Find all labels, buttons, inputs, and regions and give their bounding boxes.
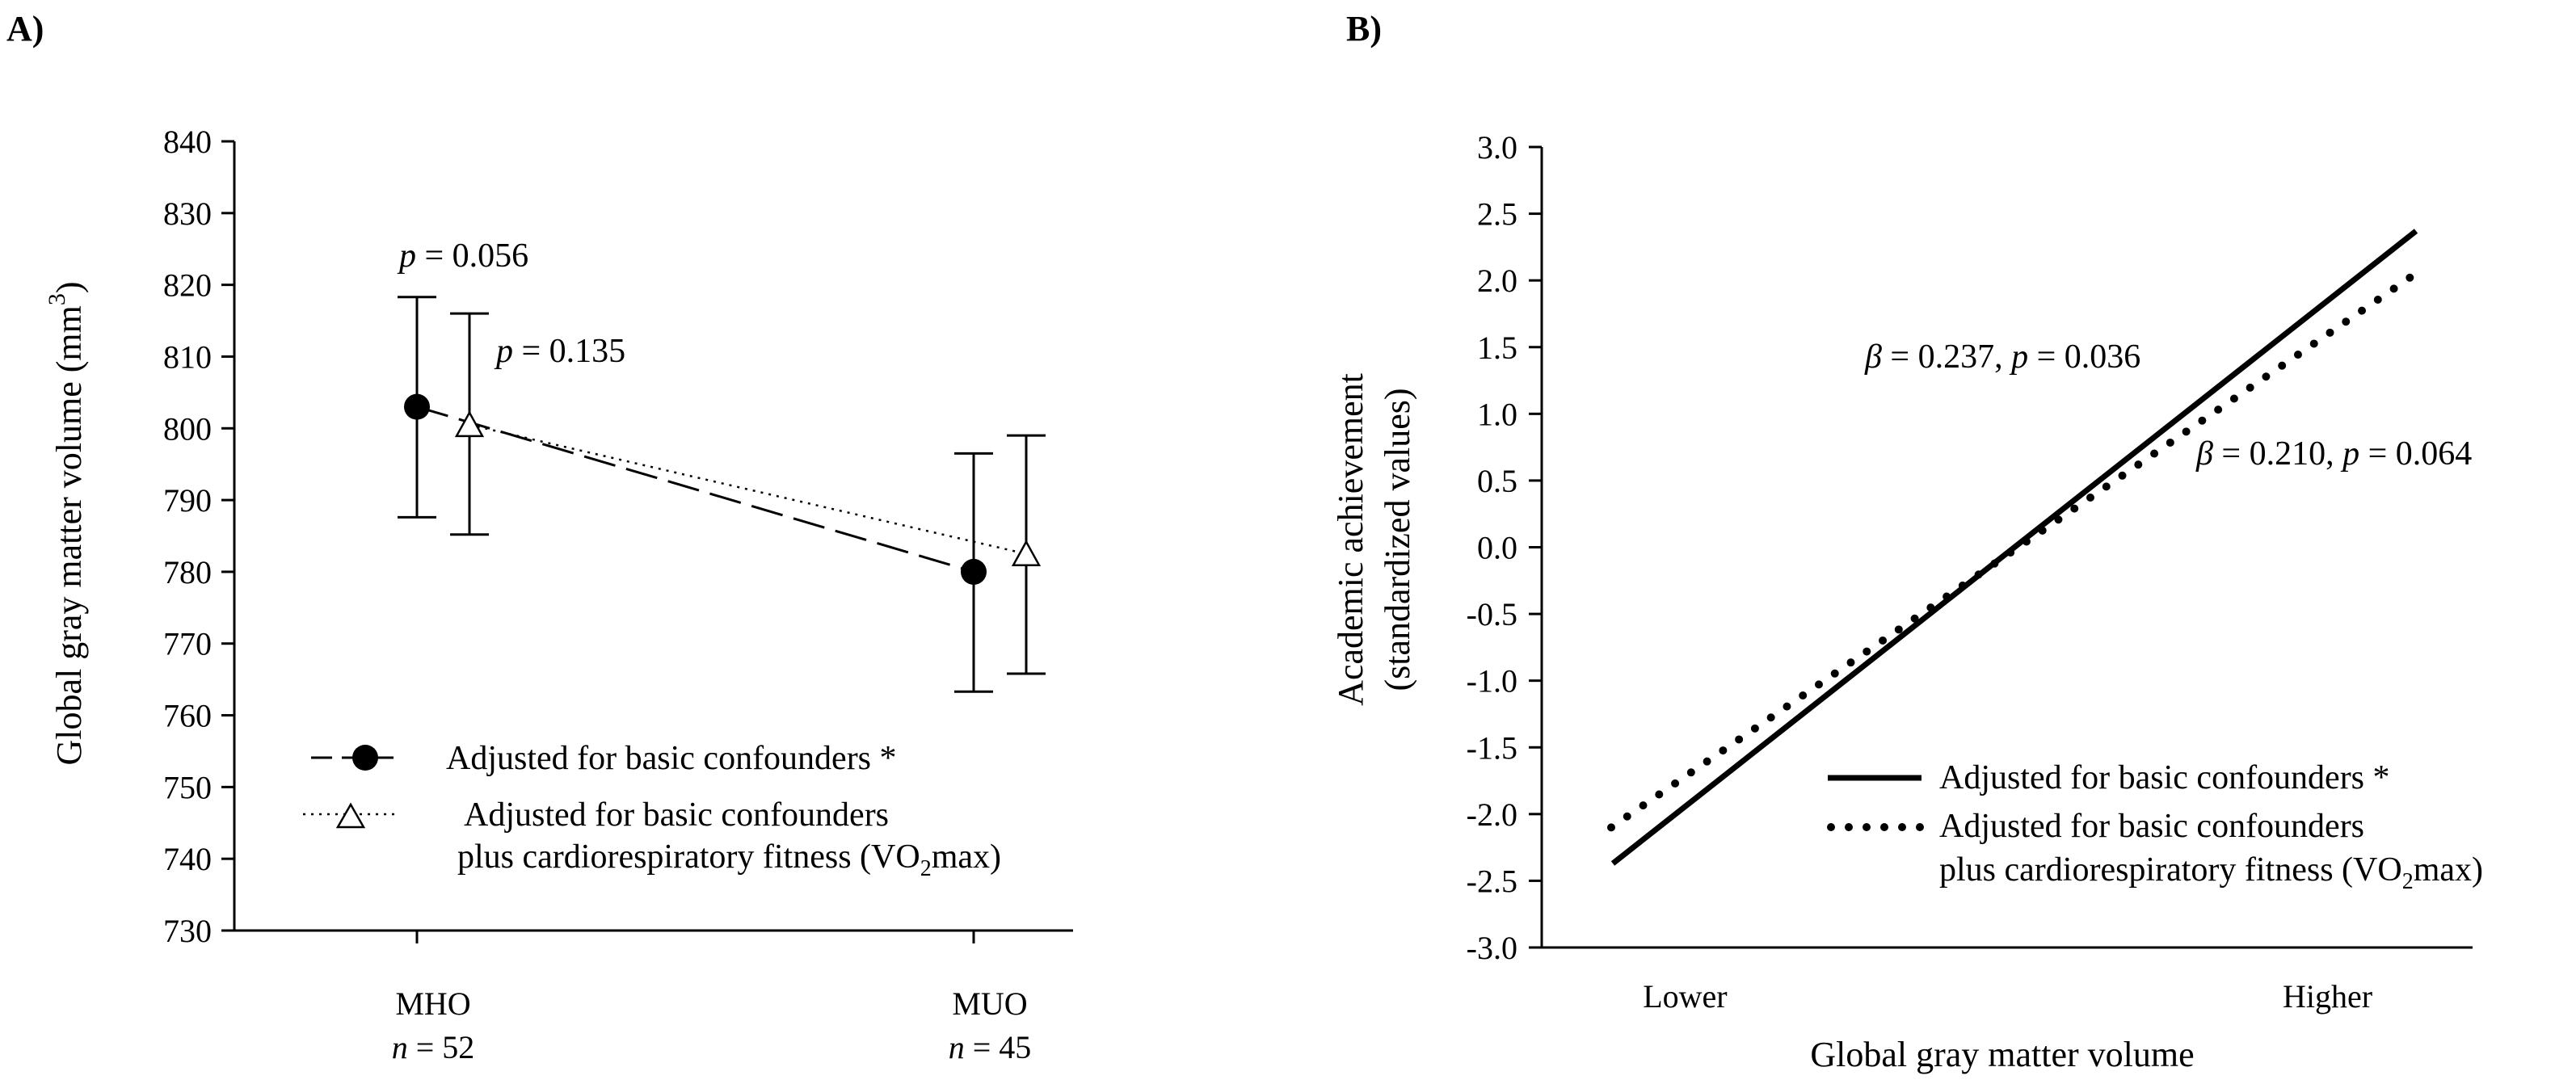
annotation-p-0056-italic: p — [397, 237, 416, 275]
legend-vo2max-label-line2: plus cardiorespiratory fitness (VO2max) — [457, 838, 1001, 881]
y-tick-label--3.0: -3.0 — [1467, 930, 1517, 966]
y-tick-label-810: 810 — [163, 338, 212, 375]
panel-b-y-axis-title-line2: (standardized values) — [1378, 388, 1417, 691]
annotation-p-0056-value: = 0.056 — [416, 237, 528, 275]
marker-s0-c1 — [961, 558, 987, 585]
panel-a: A) 730740750760770780790800810820830840 … — [6, 9, 1073, 1065]
y-tick-label-740: 740 — [163, 841, 212, 877]
y-tick-label-790: 790 — [163, 482, 212, 519]
annotation-beta-0237-italic: p — [2009, 338, 2028, 376]
y-tick-label-750: 750 — [163, 769, 212, 805]
y-tick-label-2.0: 2.0 — [1477, 263, 1517, 299]
category-n-muo: n = 45 — [949, 1029, 1032, 1065]
series-basic-regression-line — [1610, 229, 2418, 866]
annotation-beta-0210-symbol: β — [2195, 435, 2213, 473]
legend-vo2max-label-line1: Adjusted for basic confounders — [464, 796, 889, 834]
legend-vo2max-label-line2-end: max) — [932, 838, 1001, 876]
y-tick-label-0.0: 0.0 — [1477, 530, 1517, 566]
panel-b-y-ticks: -3.0 -2.5 -2.0 -1.5 -1.0 -0.5 0.0 0.5 1.0 1.5 2.0 2… — [1467, 129, 1542, 966]
annotation-p-0135-value: = 0.135 — [513, 333, 625, 370]
y-tick-label--2.0: -2.0 — [1467, 796, 1517, 833]
category-label-muo: MUO — [952, 985, 1027, 1022]
legend-b-basic-label: Adjusted for basic confounders * — [1939, 759, 2390, 796]
panel-a-y-axis-title-superscript: 3 — [44, 293, 70, 305]
annotation-beta-0210-text2: = 0.064 — [2359, 435, 2472, 473]
legend-vo2max-marker — [335, 802, 366, 829]
y-tick-label-0.5: 0.5 — [1477, 463, 1517, 499]
y-tick-label-1.5: 1.5 — [1477, 330, 1517, 366]
legend-b-vo2max-label-line1: Adjusted for basic confounders — [1939, 808, 2364, 845]
x-tick-label-higher: Higher — [2283, 978, 2372, 1015]
panel-b-x-ticks: Lower Higher — [1643, 978, 2372, 1015]
x-tick-label-lower: Lower — [1643, 978, 1727, 1015]
y-tick-label-730: 730 — [163, 913, 212, 949]
panel-b-x-axis-title: Global gray matter volume — [1810, 1035, 2194, 1074]
legend-basic-marker — [352, 745, 378, 771]
legend-b-vo2max-label-line2-sub: 2 — [2402, 869, 2414, 894]
panel-a-y-axis-title-main: Global gray matter volume (mm — [49, 305, 89, 765]
series-vo2max-regression-line — [1607, 271, 2418, 832]
category-n-mho-italic: n — [392, 1029, 408, 1065]
category-label-mho: MHO — [395, 985, 470, 1022]
panel-a-error-bars — [398, 296, 1046, 693]
y-tick-label--1.0: -1.0 — [1467, 663, 1517, 700]
annotation-beta-0237-symbol: β — [1864, 338, 1882, 376]
legend-vo2max-label-line2-main: plus cardiorespiratory fitness (VO — [457, 838, 920, 876]
y-tick-label-830: 830 — [163, 195, 212, 232]
category-n-mho: n = 52 — [392, 1029, 475, 1065]
marker-s1-c0 — [454, 410, 485, 438]
legend-b-vo2max-label-line2-main: plus cardiorespiratory fitness (VO — [1939, 851, 2402, 889]
marker-s1-c1 — [1011, 540, 1042, 566]
panel-a-y-ticks: 730 740 750 760 770 780 790 800 810 820 830 840 — [163, 124, 234, 949]
series-vo2max-connector-line — [469, 423, 1027, 555]
panel-a-markers — [404, 393, 1042, 585]
annotation-p-0056: p = 0.056 — [397, 237, 528, 275]
annotation-beta-0210-text1: = 0.210, — [2213, 435, 2342, 473]
category-n-mho-value: = 52 — [408, 1029, 475, 1065]
y-tick-label--0.5: -0.5 — [1467, 596, 1517, 632]
y-tick-label-840: 840 — [163, 124, 212, 160]
category-n-muo-value: = 45 — [965, 1029, 1032, 1065]
annotation-p-0135-italic: p — [494, 333, 513, 370]
y-tick-label-820: 820 — [163, 267, 212, 304]
category-n-muo-italic: n — [949, 1029, 965, 1065]
legend-b-vo2max-label-line2: plus cardiorespiratory fitness (VO2max) — [1939, 851, 2483, 894]
panel-b-legend: Adjusted for basic confounders * Adjuste… — [1827, 759, 2483, 894]
y-tick-label--2.5: -2.5 — [1467, 863, 1517, 899]
marker-s0-c0 — [404, 393, 430, 420]
annotation-beta-0210: β = 0.210, p = 0.064 — [2195, 435, 2472, 473]
panel-a-letter: A) — [6, 9, 44, 48]
y-tick-label-3.0: 3.0 — [1477, 129, 1517, 166]
panel-b-letter: B) — [1346, 9, 1382, 48]
legend-basic-label: Adjusted for basic confounders * — [446, 740, 897, 777]
series-basic-connector-line — [416, 405, 974, 574]
y-tick-label-760: 760 — [163, 698, 212, 734]
y-tick-label-800: 800 — [163, 410, 212, 447]
panel-a-y-axis-title: Global gray matter volume (mm3) — [44, 281, 89, 765]
annotation-beta-0237: β = 0.237, p = 0.036 — [1864, 338, 2140, 376]
legend-b-vo2max-label-line2-end: max) — [2414, 851, 2483, 889]
annotation-beta-0237-text1: = 0.237, — [1882, 338, 2011, 376]
y-tick-label-780: 780 — [163, 554, 212, 590]
y-tick-label-770: 770 — [163, 626, 212, 662]
y-tick-label-1.0: 1.0 — [1477, 396, 1517, 432]
annotation-beta-0237-text2: = 0.036 — [2028, 338, 2140, 376]
y-tick-label-2.5: 2.5 — [1477, 196, 1517, 233]
panel-a-legend: Adjusted for basic confounders * Adjuste… — [303, 740, 1001, 881]
y-tick-label--1.5: -1.5 — [1467, 729, 1517, 766]
panel-b: B) -3.0 -2.5 -2.0 -1.5 -1.0 -0.5 0.0 0.5 1.0 1.5 2… — [1331, 9, 2483, 1074]
panel-b-y-axis-title-line1: Academic achievement — [1331, 373, 1370, 706]
legend-vo2max-label-line2-sub: 2 — [920, 856, 932, 881]
annotation-beta-0210-italic: p — [2340, 435, 2359, 473]
annotation-p-0135: p = 0.135 — [494, 333, 625, 370]
panel-a-x-ticks — [415, 931, 975, 943]
panel-a-y-axis-title-close: ) — [49, 281, 89, 293]
